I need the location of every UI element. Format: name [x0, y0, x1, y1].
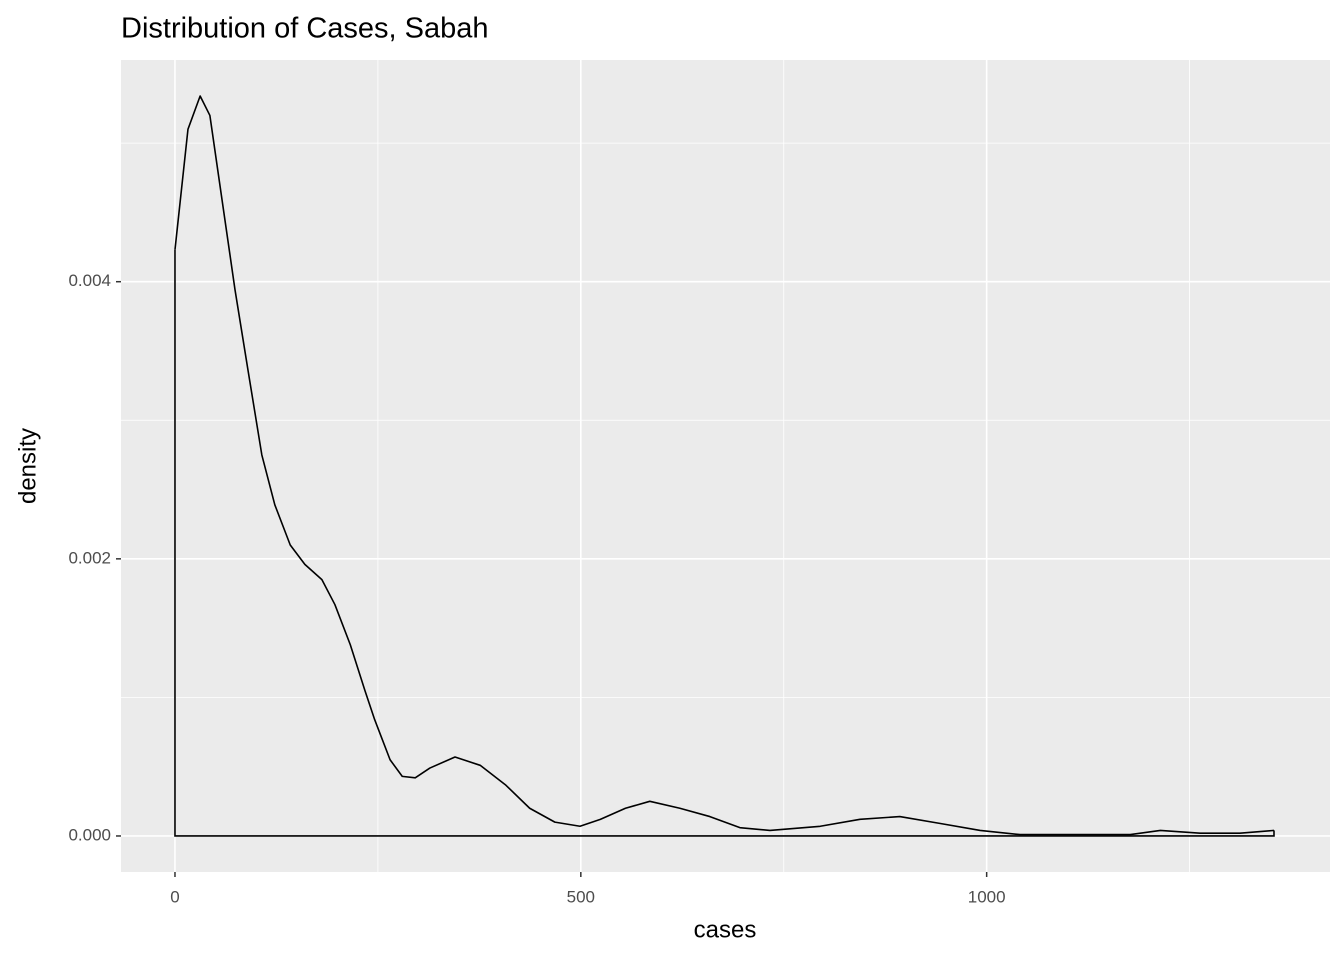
y-axis-title: density — [14, 428, 41, 504]
x-tick-label: 0 — [170, 887, 179, 906]
x-axis-title: cases — [694, 916, 757, 943]
y-tick-label: 0.000 — [68, 825, 111, 844]
panel — [121, 60, 1330, 872]
y-tick-label: 0.002 — [68, 548, 111, 567]
density-baseline — [174, 249, 1275, 837]
x-tick-label: 1000 — [968, 887, 1006, 906]
x-tick-label: 500 — [567, 887, 595, 906]
density-curve — [174, 95, 1275, 836]
chart-title: Distribution of Cases, Sabah — [121, 13, 489, 45]
y-tick-label: 0.004 — [68, 271, 111, 290]
